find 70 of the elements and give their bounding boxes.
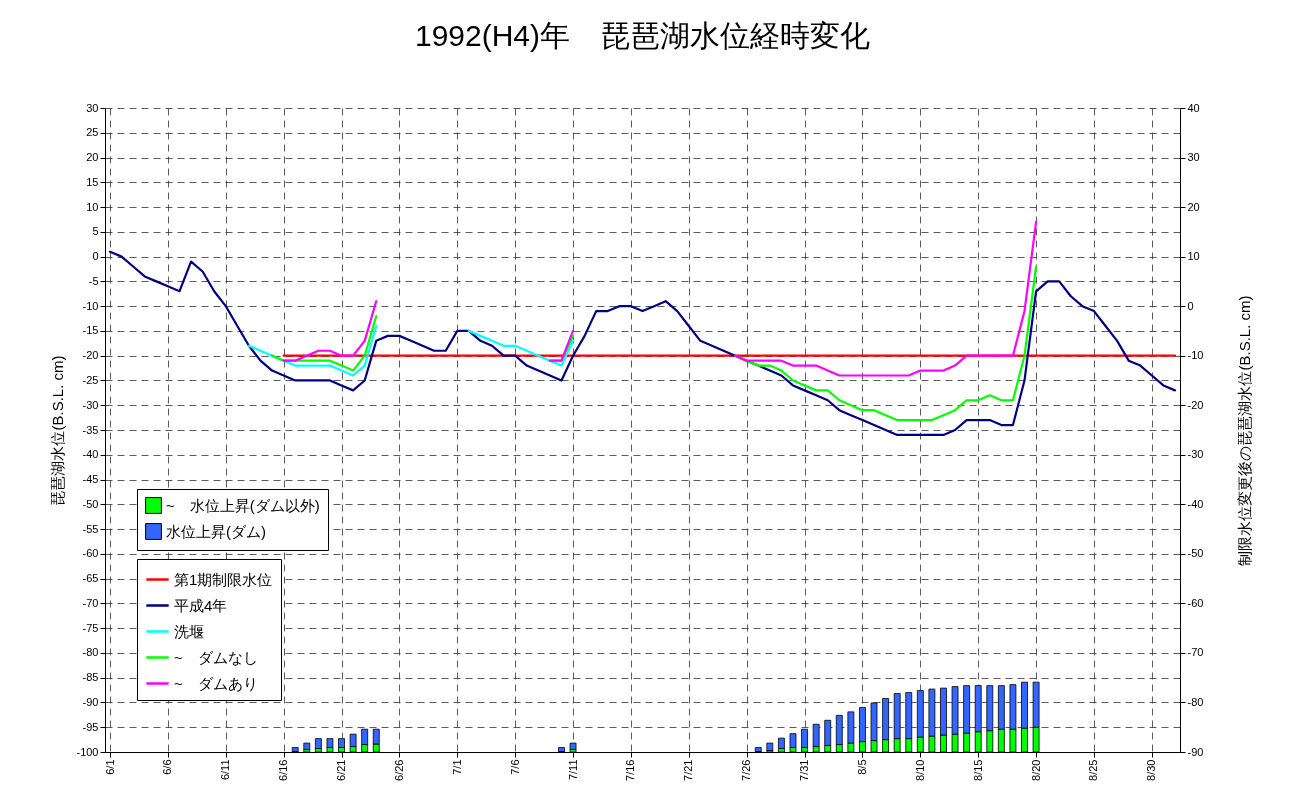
- y2-tick-label: -10: [1187, 349, 1204, 362]
- y-tick-label: -10: [82, 299, 99, 312]
- y-tick-label: -65: [82, 572, 99, 585]
- x-tick-label: 6/6: [161, 759, 174, 775]
- x-tick-label: 7/31: [798, 759, 811, 781]
- y2-tick-label: -20: [1187, 398, 1204, 411]
- y2-tick-label: -70: [1187, 646, 1204, 659]
- x-tick-label: 6/11: [219, 759, 232, 781]
- y2-tick-label: 20: [1187, 200, 1200, 213]
- x-tick-label: 6/21: [335, 759, 348, 781]
- legend-label: ~ 水位上昇(ダム以外): [166, 496, 320, 514]
- x-tick-label: 8/20: [1029, 759, 1042, 781]
- x-tick-label: 7/16: [624, 759, 637, 781]
- y-tick-label: -90: [82, 695, 99, 708]
- legend-label: ~ ダムなし: [174, 648, 258, 666]
- y2-tick-label: 40: [1187, 101, 1200, 114]
- x-tick-label: 8/30: [1145, 759, 1158, 781]
- y-axis-title: 琵琶湖水位(B.S.L. cm): [49, 355, 67, 506]
- y-tick-label: -80: [82, 646, 99, 659]
- y2-axis-title: 制限水位変更後の琵琶湖水位(B.S.L. cm): [1235, 295, 1253, 566]
- x-tick-label: 8/10: [913, 759, 926, 781]
- y-tick-label: -100: [76, 745, 99, 758]
- x-tick-label: 6/1: [103, 759, 116, 775]
- y-tick-label: -30: [82, 398, 99, 411]
- y2-tick-label: 10: [1187, 250, 1200, 263]
- chart-title: 1992(H4)年 琵琶湖水位経時変化: [414, 19, 871, 52]
- y-tick-label: -50: [82, 497, 99, 510]
- y2-tick-label: -50: [1187, 547, 1204, 560]
- legend-label: 水位上昇(ダム): [166, 522, 266, 540]
- y2-tick-label: 30: [1187, 151, 1200, 164]
- y2-tick-label: -80: [1187, 695, 1204, 708]
- y-tick-label: -75: [82, 621, 99, 634]
- y-tick-label: -85: [82, 671, 99, 684]
- x-tick-label: 7/1: [450, 759, 463, 775]
- y-tick-label: 5: [92, 225, 99, 238]
- legend-label: 洗堰: [174, 622, 204, 640]
- y-tick-label: 15: [86, 175, 99, 188]
- y-tick-label: -40: [82, 448, 99, 461]
- y-tick-label: 25: [86, 126, 99, 139]
- x-tick-label: 8/15: [971, 759, 984, 781]
- legend-label: 第1期制限水位: [174, 570, 273, 588]
- y-tick-label: -55: [82, 522, 99, 535]
- x-tick-label: 8/5: [855, 759, 868, 775]
- y-tick-label: -15: [82, 324, 99, 337]
- x-tick-label: 7/11: [566, 759, 579, 781]
- x-tick-label: 7/21: [682, 759, 695, 781]
- y-tick-label: -35: [82, 423, 99, 436]
- y-tick-label: 10: [86, 200, 99, 213]
- x-tick-label: 7/26: [740, 759, 753, 781]
- y-tick-label: -60: [82, 547, 99, 560]
- y2-tick-label: -40: [1187, 497, 1204, 510]
- y-tick-label: -95: [82, 720, 99, 733]
- legend-label: 平成4年: [174, 596, 228, 614]
- y2-tick-label: -90: [1187, 745, 1204, 758]
- x-tick-label: 6/26: [392, 759, 405, 781]
- y-tick-label: -20: [82, 349, 99, 362]
- y-tick-label: -5: [88, 274, 99, 287]
- y2-tick-label: -30: [1187, 448, 1204, 461]
- x-tick-label: 8/25: [1087, 759, 1100, 781]
- legend-label: ~ ダムあり: [174, 674, 258, 692]
- x-tick-label: 6/16: [277, 759, 290, 781]
- y-tick-label: 0: [92, 250, 99, 263]
- y-tick-label: 20: [86, 151, 99, 164]
- y2-tick-label: -60: [1187, 596, 1204, 609]
- x-tick-label: 7/6: [508, 759, 521, 775]
- y2-tick-label: 0: [1187, 299, 1194, 312]
- y-tick-label: -70: [82, 596, 99, 609]
- y-tick-label: -45: [82, 473, 99, 486]
- y-tick-label: -25: [82, 373, 99, 386]
- y-tick-label: 30: [86, 101, 99, 114]
